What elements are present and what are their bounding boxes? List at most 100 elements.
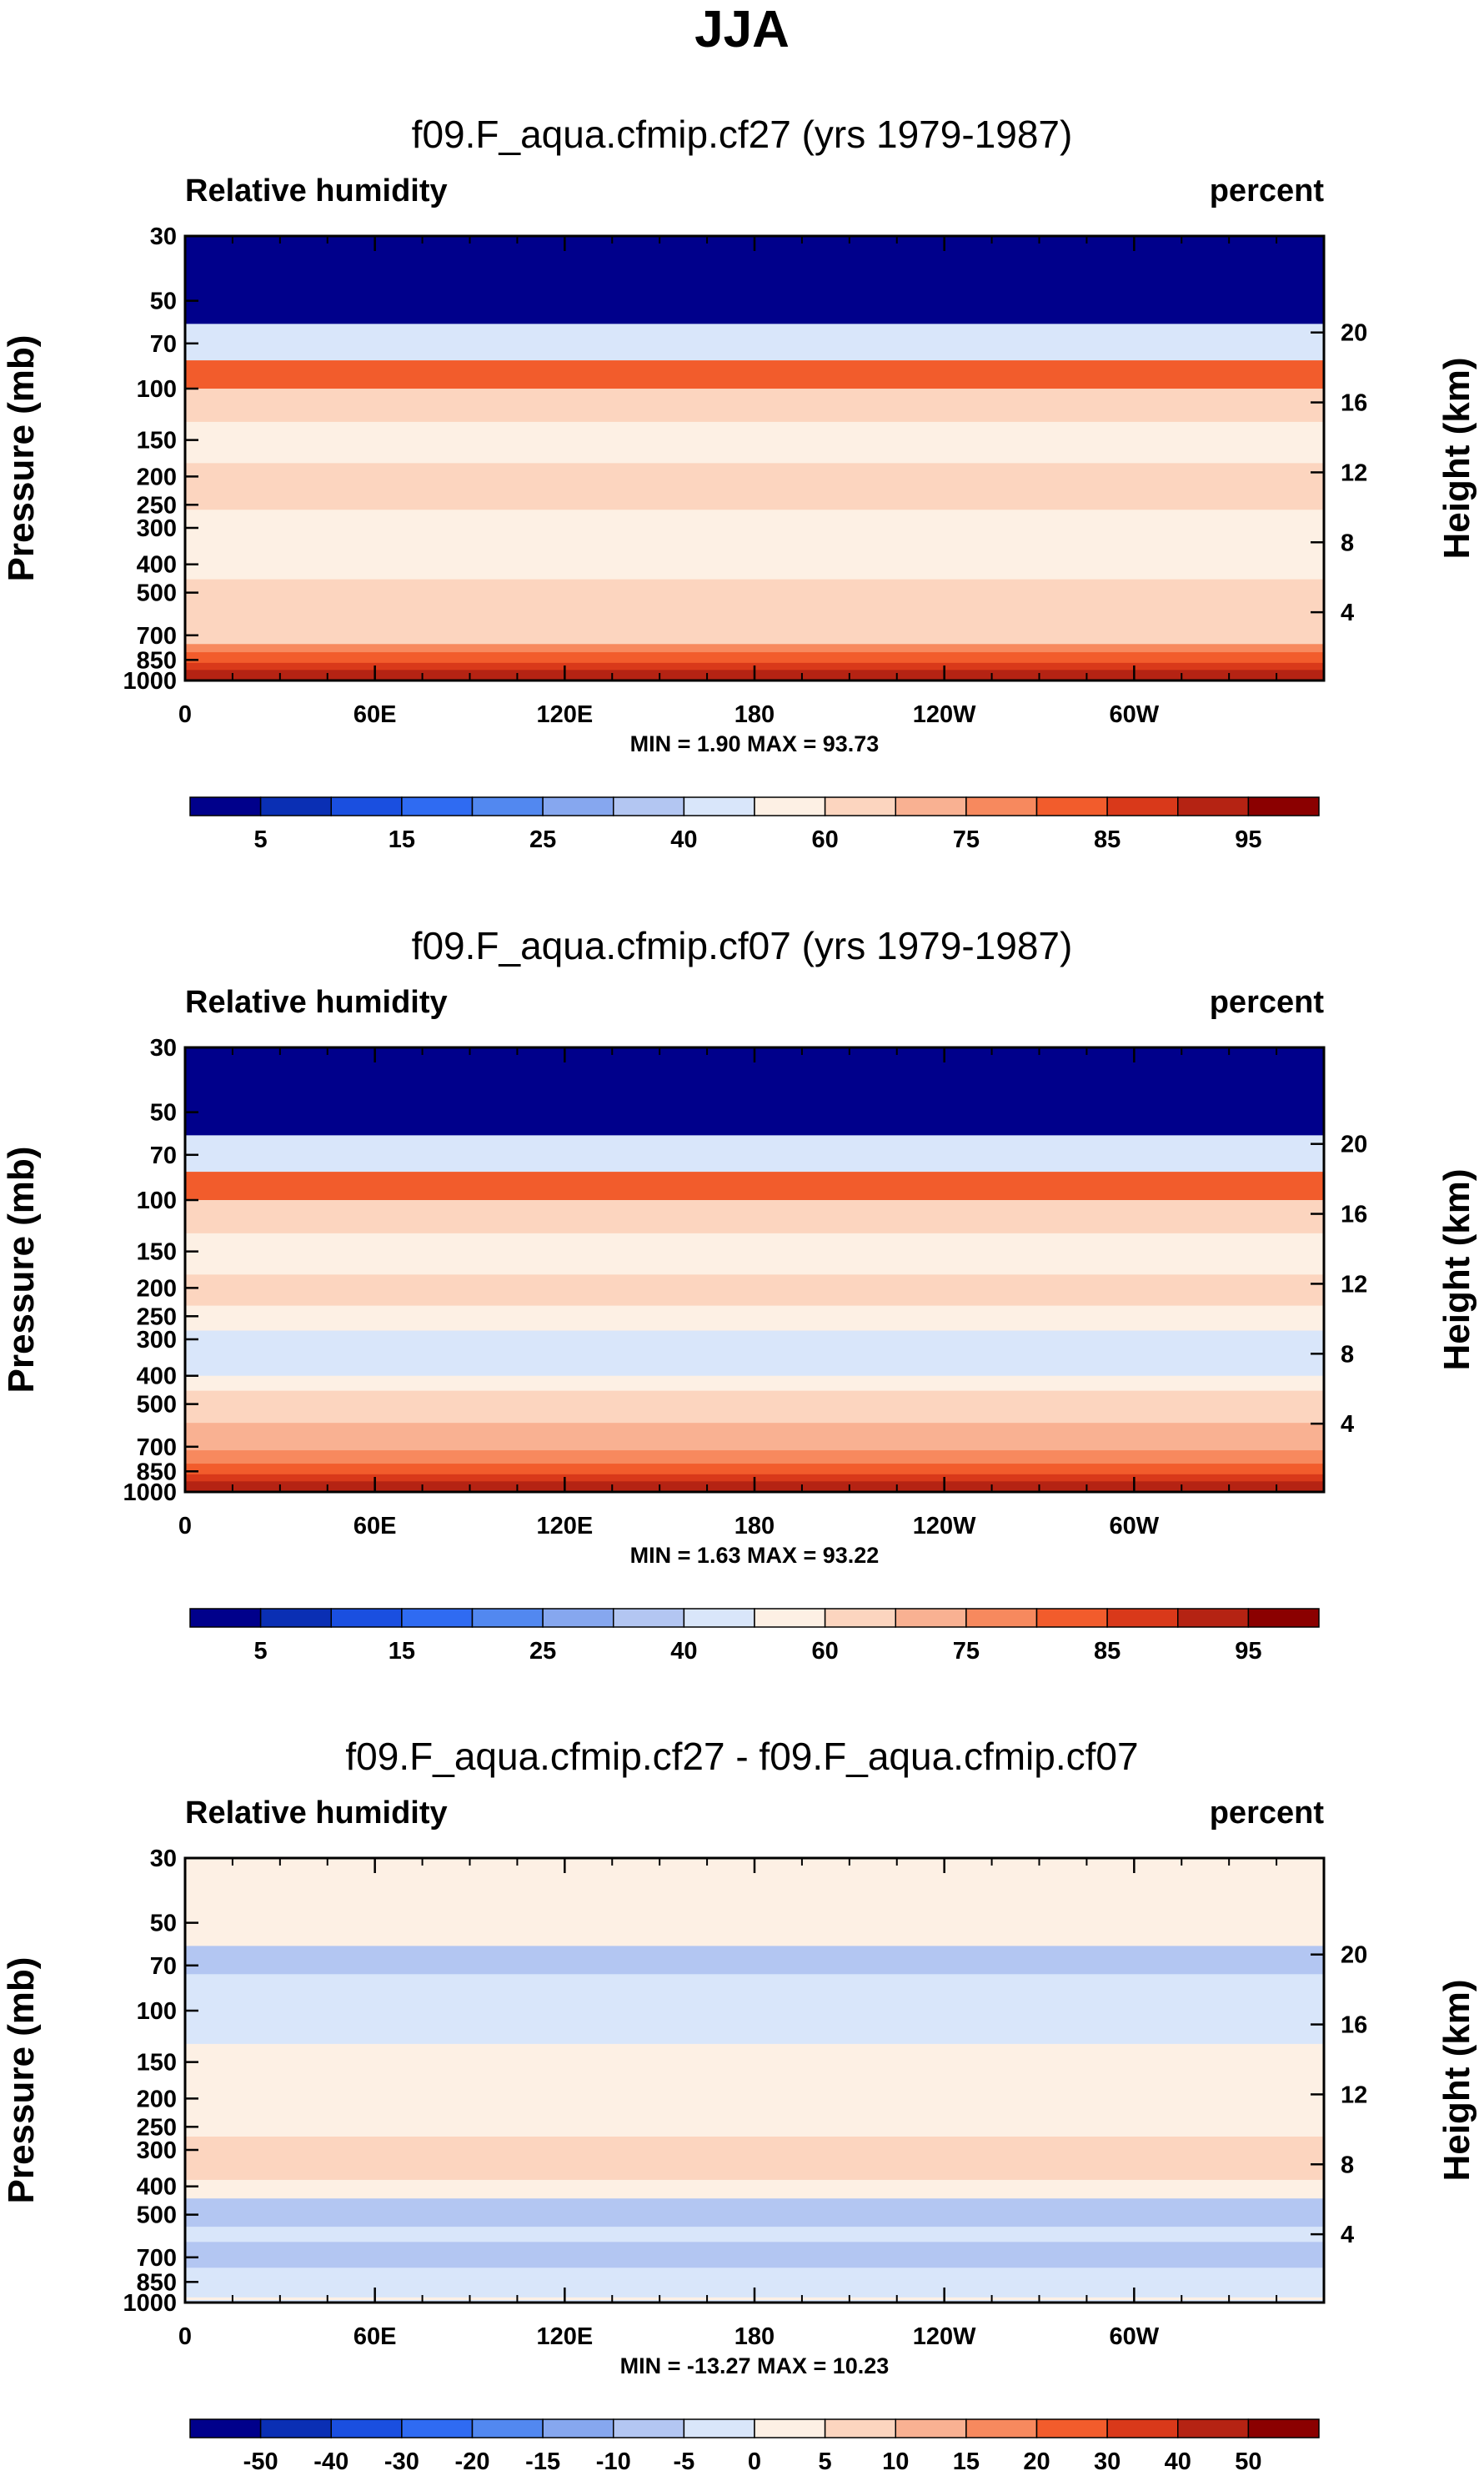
y-tick-label: 70 [150,1953,177,1980]
contour-band [185,360,1324,389]
colorbar-box [189,2418,262,2438]
colorbar-label: 0 [748,2448,761,2475]
colorbar-box [754,1608,826,1628]
colorbar-label: 5 [254,826,268,853]
contour-band [185,1390,1324,1424]
contour-band [185,2136,1324,2181]
x-tick-label: 0 [178,2323,192,2350]
contour-band [185,1423,1324,1451]
colorbar-box [1247,796,1320,816]
min-max-label: MIN = -13.27 MAX = 10.23 [620,2353,890,2378]
contour-band [185,1135,1324,1173]
x-tick-label: 120W [913,2323,976,2350]
panel-title: f09.F_aqua.cfmip.cf07 (yrs 1979-1987) [412,924,1073,967]
contour-band [185,1946,1324,1975]
y-tick-label: 850 [137,2269,177,2296]
y-tick-label: 100 [137,1188,177,1214]
colorbar-label: 40 [670,826,697,853]
colorbar-box [683,1608,755,1628]
colorbar-label: 15 [953,2448,980,2475]
panel-3: f09.F_aqua.cfmip.cf27 - f09.F_aqua.cfmip… [1,1735,1477,2475]
colorbar-label: 95 [1235,826,1261,853]
colorbar-label: 85 [1094,1638,1121,1665]
panel-right-label: percent [1210,173,1325,208]
y-tick-label: 50 [150,289,177,315]
colorbar-label: 30 [1094,2448,1121,2475]
colorbar-box [1177,2418,1250,2438]
colorbar-label: 15 [389,826,415,853]
panel-left-label: Relative humidity [185,1795,448,1831]
colorbar-box [613,2418,685,2438]
contour-band [185,1450,1324,1464]
panel-left-label: Relative humidity [185,173,448,208]
colorbar-label: 95 [1235,1638,1261,1665]
colorbar-box [189,1608,262,1628]
y-tick-label: 250 [137,2114,177,2141]
colorbar-box [895,2418,967,2438]
contour-band [185,463,1324,510]
colorbar-box [401,1608,474,1628]
colorbar-label: 60 [811,826,838,853]
y-tick-label: 300 [137,1327,177,1354]
x-tick-label: 120E [536,2323,593,2350]
colorbar-label: 40 [670,1638,697,1665]
height-tick-label: 16 [1341,390,1367,417]
height-tick-label: 12 [1341,460,1367,486]
contour-band [185,389,1324,423]
y-tick-label: 50 [150,1911,177,1937]
colorbar-box [1106,1608,1179,1628]
colorbar-box [330,1608,403,1628]
y-tick-label: 500 [137,1392,177,1419]
y-tick-label: 50 [150,1100,177,1127]
y-tick-label: 1000 [123,2290,177,2317]
contour-band [185,644,1324,653]
colorbar-label: 60 [811,1638,838,1665]
panel-1: f09.F_aqua.cfmip.cf27 (yrs 1979-1987) Rel… [1,113,1477,853]
colorbar-box [1106,2418,1179,2438]
x-tick-label: 60W [1110,1513,1160,1539]
height-tick-label: 16 [1341,1202,1367,1228]
x-tick-label: 120W [913,1513,976,1539]
colorbar-box [965,796,1038,816]
y-tick-label: 100 [137,376,177,403]
y-tick-label: 250 [137,492,177,519]
y-tick-label: 1000 [123,668,177,695]
colorbar-box [1106,796,1179,816]
contour-band [185,1464,1324,1475]
colorbar-box [401,2418,474,2438]
contour-band [185,579,1324,645]
contour-band [185,652,1324,664]
panel-2: f09.F_aqua.cfmip.cf07 (yrs 1979-1987) Rel… [1,924,1477,1665]
colorbar-label: -40 [313,2448,348,2475]
y-tick-label: 150 [137,2050,177,2077]
colorbar-box [542,2418,614,2438]
x-tick-label: 120E [536,701,593,728]
panel-right-label: percent [1210,985,1325,1020]
panels: f09.F_aqua.cfmip.cf27 (yrs 1979-1987) Rel… [1,113,1477,2475]
contour-band [185,421,1324,464]
colorbar-box [754,796,826,816]
x-tick-label: 60W [1110,2323,1160,2350]
contour-band [185,2198,1324,2227]
colorbar-box [259,796,332,816]
colorbar-box [330,2418,403,2438]
y-tick-label: 70 [150,331,177,358]
y-tick-label: 500 [137,2202,177,2229]
contour-band [185,1330,1324,1377]
x-tick-label: 60E [353,701,397,728]
x-tick-label: 180 [734,1513,775,1539]
figure-title: JJA [694,1,790,58]
colorbar-box [1247,1608,1320,1628]
height-tick-label: 20 [1341,1132,1367,1158]
height-tick-label: 4 [1341,600,1354,626]
y-tick-label: 200 [137,464,177,490]
x-tick-label: 120E [536,1513,593,1539]
y-tick-label: 700 [137,1434,177,1461]
contour-band [185,2179,1324,2199]
height-tick-label: 8 [1341,1341,1354,1368]
min-max-label: MIN = 1.63 MAX = 93.22 [630,1543,880,1568]
colorbar-box [471,2418,544,2438]
x-tick-label: 0 [178,1513,192,1539]
y-tick-label: 1000 [123,1479,177,1506]
y-tick-label: 400 [137,1364,177,1390]
